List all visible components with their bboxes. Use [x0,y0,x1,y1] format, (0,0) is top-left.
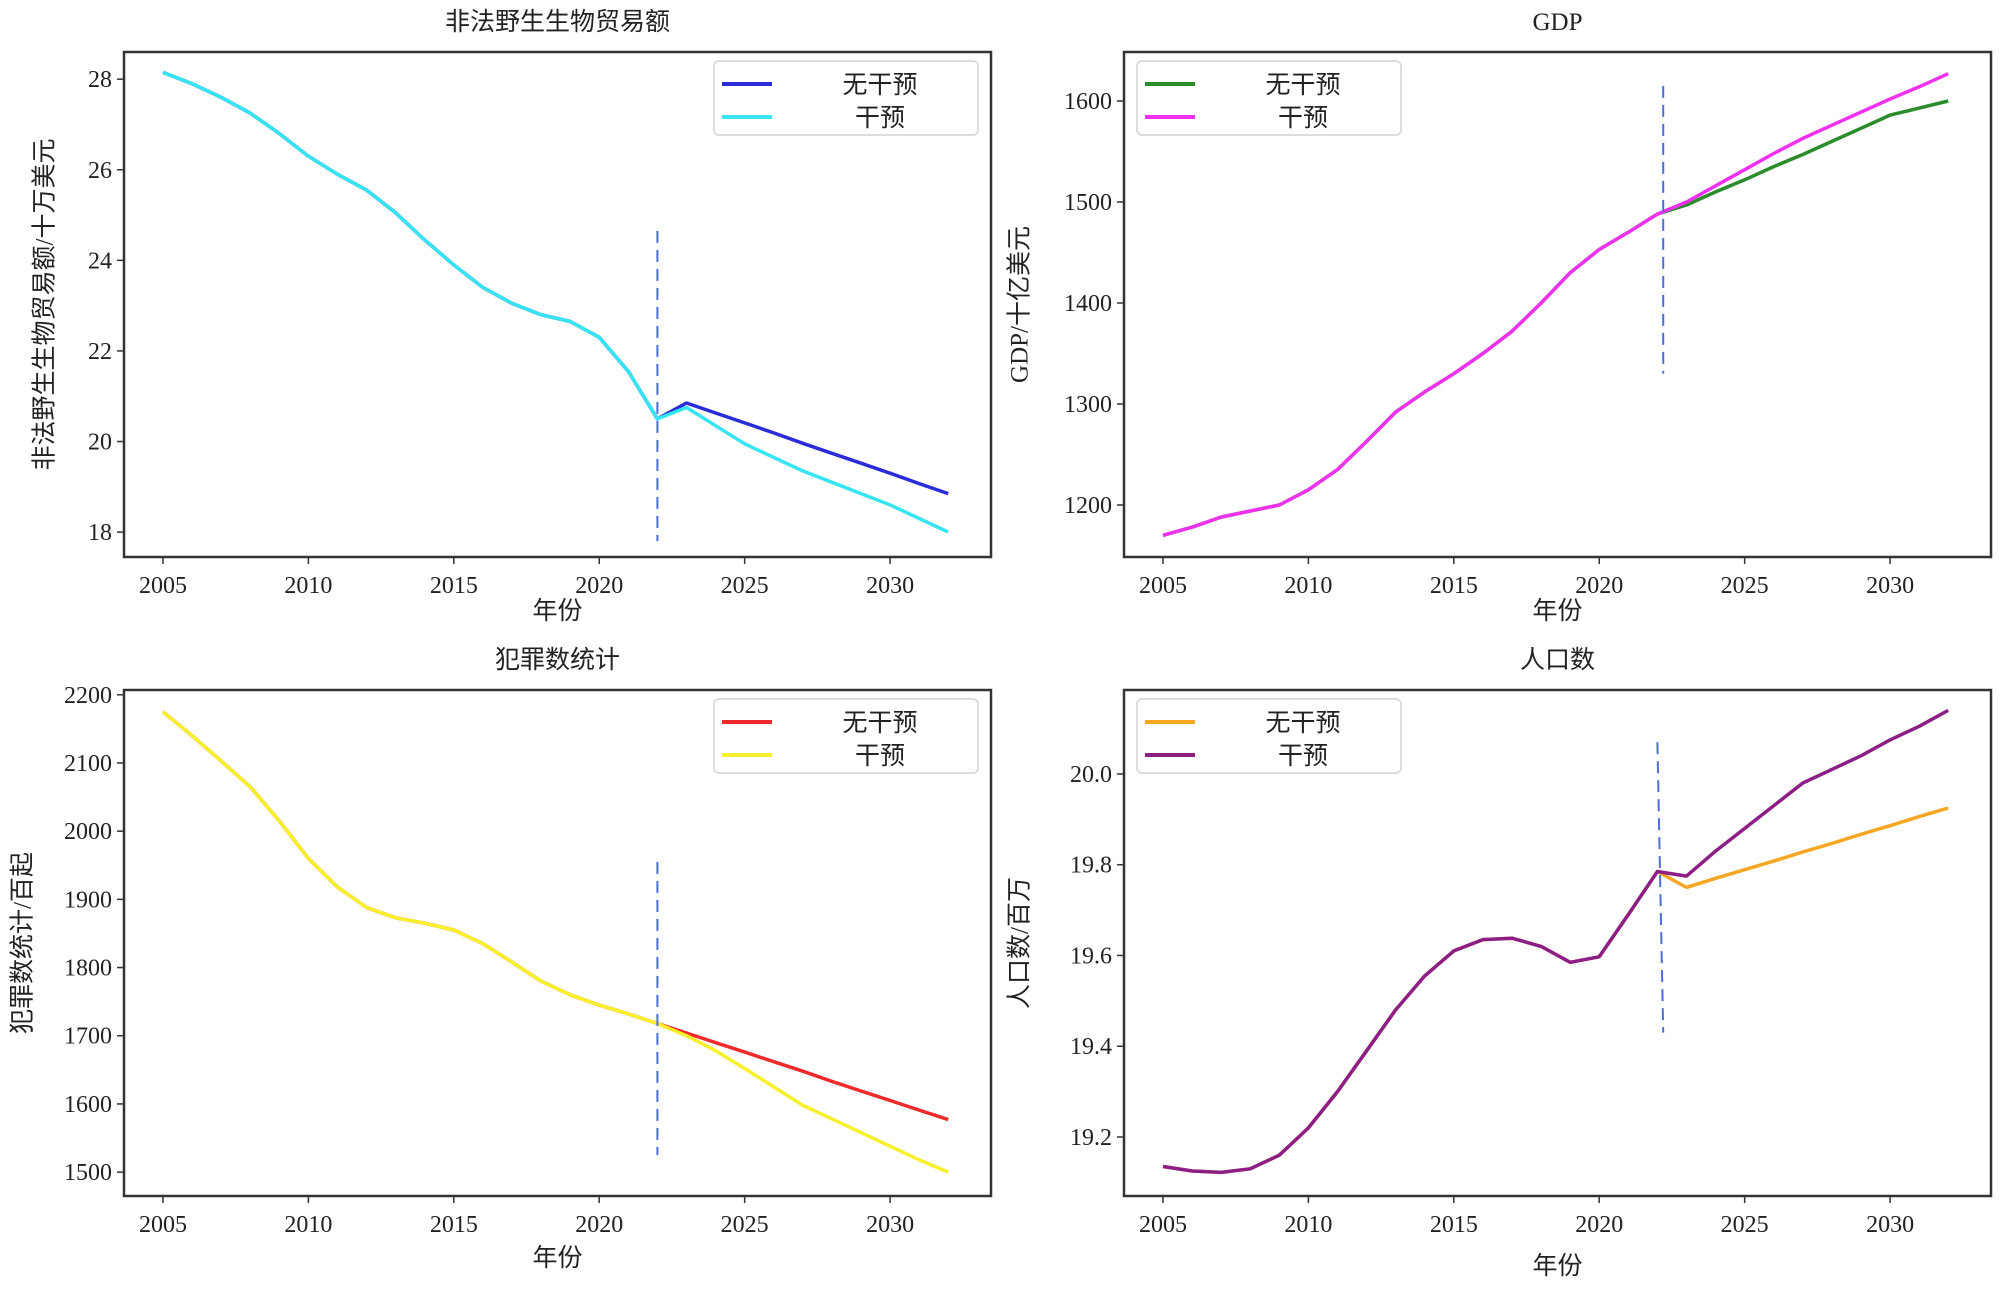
series-line-intervention [161,710,949,1174]
y-tick-label: 28 [88,67,112,93]
x-tick-label: 2025 [721,1212,769,1238]
y-tick-label: 20.0 [1070,762,1112,788]
series-line-intervention [1162,72,1949,537]
x-tick-label: 2020 [1575,573,1623,599]
y-tick-label: 20 [88,430,112,456]
y-tick-label: 2000 [64,819,112,845]
x-tick-label: 2020 [575,1212,623,1238]
y-tick-label: 19.8 [1070,853,1112,879]
y-tick-label: 26 [88,158,112,184]
y-tick-label: 1200 [1064,493,1112,519]
x-tick-label: 2020 [575,573,623,599]
y-tick-label: 19.6 [1070,943,1112,969]
x-tick-label: 2015 [430,573,478,599]
x-tick-label: 2005 [139,573,187,599]
intervention-year-marker [1656,742,1665,1033]
x-tick-label: 2030 [1866,1212,1914,1238]
axes-frame [122,50,993,559]
x-tick-label: 2030 [866,1212,914,1238]
legend-label: 无干预 [1265,710,1340,737]
x-tick-label: 2025 [1721,573,1769,599]
x-tick-label: 2015 [1430,573,1478,599]
y-axis-label: 人口数/百万 [1006,877,1034,1009]
legend-label: 干预 [1278,105,1328,132]
y-axis-label: 犯罪数统计/百起 [9,852,37,1034]
chart-panel-4: 人口数 2005 2010 2015 2020 2025 2030 19.2 19.4 19.6 1… [1006,646,1993,1280]
y-tick-label: 19.4 [1070,1034,1112,1060]
chart-title: 非法野生生物贸易额 [445,8,670,36]
legend-box [713,698,979,774]
y-tick-label: 1600 [64,1092,112,1118]
series-line-no-intervention [1162,806,1949,1175]
y-tick-label: 2200 [64,683,112,709]
y-tick-label: 1600 [1064,89,1112,115]
legend-box [1136,698,1402,774]
legend-box [713,60,979,136]
x-tick-label: 2015 [1430,1212,1478,1238]
axes-frame [1122,688,1993,1198]
y-tick-label: 1400 [1064,291,1112,317]
y-tick-label: 19.2 [1070,1125,1112,1151]
x-tick-label: 2010 [1284,573,1332,599]
series-line-intervention [162,70,949,534]
y-tick-label: 1300 [1064,392,1112,418]
y-tick-label: 1500 [64,1160,112,1186]
legend-label: 干预 [1278,743,1328,770]
chart-panel-1: 非法野生生物贸易额 2005 2010 2015 2020 2025 2030 18 20 22 2… [31,8,993,625]
y-axis-label: GDP/十亿美元 [1006,226,1034,383]
x-tick-label: 2005 [1139,573,1187,599]
x-tick-label: 2020 [1575,1212,1623,1238]
x-axis-label: 年份 [1532,597,1582,625]
legend-box [1136,60,1402,136]
x-tick-label: 2030 [1866,573,1914,599]
y-tick-label: 2100 [64,751,112,777]
y-tick-label: 1700 [64,1024,112,1050]
x-axis-label: 年份 [532,597,582,625]
x-tick-label: 2005 [1139,1212,1187,1238]
chart-title: 人口数 [1520,646,1595,674]
legend-label: 干预 [855,743,905,770]
x-tick-label: 2030 [866,573,914,599]
x-axis-label: 年份 [1532,1252,1582,1280]
y-tick-label: 1800 [64,956,112,982]
chart-panel-3: 犯罪数统计 2005 2010 2015 2020 2025 2030 1500 1600 170… [9,646,993,1272]
y-tick-label: 24 [88,248,112,274]
y-tick-label: 1900 [64,887,112,913]
chart-panel-2: GDP 2005 2010 2015 2020 2025 2030 1200 1300 1400 1… [1006,9,1993,625]
x-tick-label: 2025 [721,573,769,599]
chart-title: GDP [1532,9,1582,36]
axes-frame [122,688,993,1198]
y-tick-label: 18 [88,520,112,546]
chart-title: 犯罪数统计 [495,646,620,674]
y-tick-label: 22 [88,339,112,365]
axes-frame [1122,50,1993,559]
x-tick-label: 2010 [284,1212,332,1238]
y-axis-label: 非法野生生物贸易额/十万美元 [31,139,59,471]
x-tick-label: 2010 [284,573,332,599]
legend-label: 无干预 [1265,72,1340,99]
legend-label: 无干预 [842,72,917,99]
y-tick-label: 1500 [1064,190,1112,216]
legend-label: 干预 [855,105,905,132]
series-line-no-intervention [1162,99,1949,537]
x-axis-label: 年份 [532,1244,582,1272]
series-line-intervention [1162,708,1950,1175]
x-tick-label: 2025 [1721,1212,1769,1238]
x-tick-label: 2015 [430,1212,478,1238]
x-tick-label: 2010 [1284,1212,1332,1238]
x-tick-label: 2005 [139,1212,187,1238]
legend-label: 无干预 [842,710,917,737]
